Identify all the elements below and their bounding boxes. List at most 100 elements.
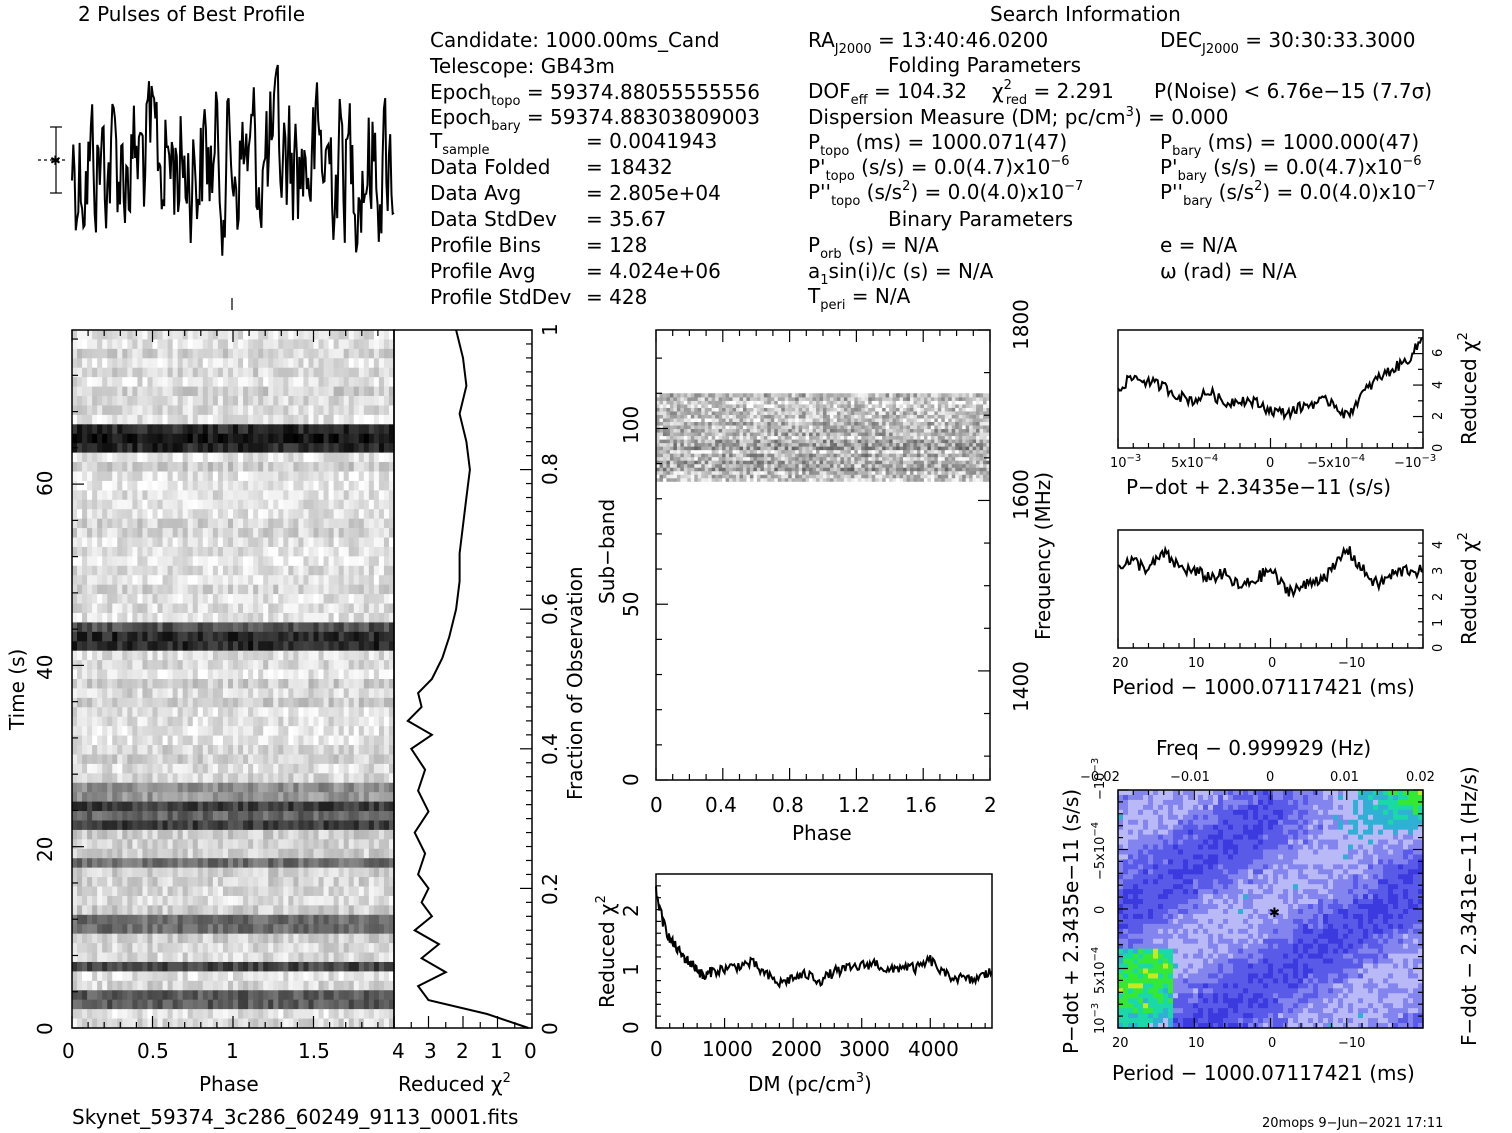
tp-cell — [177, 377, 184, 388]
tp-cell — [202, 330, 209, 341]
tp-cell — [248, 801, 254, 812]
tp-cell — [293, 641, 300, 652]
tp-cell — [328, 999, 335, 1010]
tp-cell — [202, 405, 209, 416]
tp-cell — [217, 518, 224, 529]
tp-cell — [283, 867, 289, 878]
tp-cell — [338, 528, 345, 539]
tp-cell — [157, 971, 164, 982]
tp-cell — [217, 990, 224, 1001]
tp-cell — [162, 584, 169, 595]
tp-cell — [122, 782, 128, 793]
tp-cell — [308, 867, 315, 878]
tp-cell — [72, 414, 78, 425]
tp-cell — [132, 424, 139, 435]
tp-cell — [172, 462, 179, 473]
tp-cell — [338, 650, 345, 661]
tp-cell — [328, 462, 335, 473]
tp-cell — [333, 688, 340, 699]
tp-cell — [127, 537, 133, 548]
tp-cell — [72, 716, 78, 727]
tp-cell — [162, 603, 169, 614]
tp-cell — [333, 622, 340, 633]
tp-cell — [157, 339, 164, 350]
tp-cell — [253, 386, 259, 397]
tp-cell — [102, 499, 108, 510]
tp-cell — [303, 735, 310, 746]
tp-cell — [233, 961, 239, 972]
tp-cell — [243, 584, 249, 595]
tp-cell — [373, 877, 380, 888]
tp-cell — [378, 933, 385, 944]
tp-cell — [328, 490, 335, 501]
tp-cell — [278, 961, 284, 972]
tp-cell — [358, 452, 365, 463]
tp-cell — [248, 433, 254, 444]
tp-cell — [273, 858, 279, 869]
tp-cell — [268, 858, 274, 869]
tp-cell — [132, 414, 139, 425]
tp-cell — [293, 745, 300, 756]
tp-cell — [72, 688, 78, 699]
tp-cell — [318, 980, 325, 991]
tp-cell — [268, 867, 274, 878]
tp-cell — [253, 980, 259, 991]
tp-cell — [318, 886, 325, 897]
tp-cell — [323, 773, 330, 784]
tp-cell — [122, 518, 128, 529]
tp-cell — [82, 877, 88, 888]
tp-cell — [72, 546, 78, 557]
tp-cell — [167, 914, 174, 925]
tp-cell — [172, 811, 179, 822]
tp-cell — [243, 424, 249, 435]
tp-cell — [333, 829, 340, 840]
tp-cell — [263, 452, 269, 463]
tp-cell — [77, 490, 83, 501]
tp-cell — [253, 660, 259, 671]
tp-cell — [248, 330, 254, 341]
tp-cell — [107, 999, 113, 1010]
tp-cell — [162, 367, 169, 378]
tp-cell — [288, 396, 294, 407]
tp-cell — [167, 594, 174, 605]
tp-cell — [117, 858, 123, 869]
tp-cell — [127, 820, 133, 831]
tp-cell — [243, 669, 249, 680]
tp-cell — [122, 848, 128, 859]
tp-cell — [202, 396, 209, 407]
tp-cell — [328, 612, 335, 623]
tp-cell — [323, 499, 330, 510]
tp-cell — [197, 688, 204, 699]
tp-cell — [187, 565, 194, 576]
tp-cell — [288, 707, 294, 718]
tp-cell — [378, 990, 385, 1001]
tp-cell — [187, 537, 194, 548]
tp-cell — [323, 433, 330, 444]
tp-cell — [167, 952, 174, 963]
tp-cell — [92, 575, 98, 586]
profile-curve — [71, 64, 395, 256]
tp-cell — [268, 980, 274, 991]
tp-cell — [253, 575, 259, 586]
tp-cell — [172, 792, 179, 803]
tp-cell — [313, 631, 320, 642]
tp-cell — [112, 565, 118, 576]
tp-cell — [197, 801, 204, 812]
tp-cell — [107, 905, 113, 916]
tp-cell — [92, 924, 98, 935]
tp-cell — [343, 556, 350, 567]
tp-cell — [222, 933, 229, 944]
tp-cell — [358, 773, 365, 784]
tp-cell — [227, 905, 234, 916]
tp-cell — [263, 443, 269, 454]
tp-cell — [187, 735, 194, 746]
tp-cell — [298, 509, 305, 520]
tp-cell — [388, 594, 394, 605]
tp-cell — [288, 679, 294, 690]
tp-cell — [142, 688, 149, 699]
tp-cell — [122, 584, 128, 595]
tp-cell — [202, 905, 209, 916]
tp-cell — [283, 650, 289, 661]
tp-cell — [167, 773, 174, 784]
tp-cell — [107, 792, 113, 803]
